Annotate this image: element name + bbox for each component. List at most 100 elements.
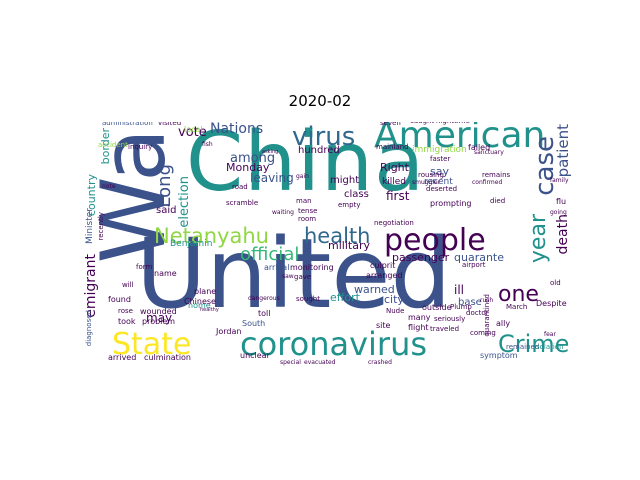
word-plump: Plump [450, 303, 472, 311]
word-nations: Nations [210, 122, 264, 137]
word-seriously: seriously [434, 315, 466, 323]
word-many: many [408, 313, 431, 322]
word-prompting: prompting [430, 199, 472, 208]
word-sanctuary: sanctuary [474, 149, 504, 156]
word-fear: fear [544, 331, 556, 338]
word-faster: faster [430, 155, 451, 163]
word-recent: recent [424, 177, 453, 187]
word-toll: toll [258, 309, 271, 318]
word-recently: recently [97, 212, 105, 241]
word-quarante: quarante [454, 251, 505, 264]
word-crime: Crime [498, 330, 570, 358]
word-monday: Monday [226, 161, 270, 174]
word-might: might [330, 175, 360, 186]
word-coming: coming [470, 329, 496, 337]
word-among: among [230, 151, 276, 166]
word-hundred: hundred [298, 145, 340, 156]
word-problem: problem [142, 317, 176, 326]
word-symptom: symptom [480, 351, 518, 360]
word-smuggler: smuggler [412, 179, 441, 186]
word-remained: remained [506, 343, 540, 351]
word-official: official [240, 244, 300, 265]
word-traveled: traveled [430, 325, 460, 333]
word-isolation: isolation [534, 343, 564, 351]
word-negotiation: negotiation [374, 219, 414, 227]
word-will: will [122, 281, 134, 289]
word-benjamin: Benjamin [170, 239, 213, 249]
word-outside: outside [422, 303, 452, 312]
word-road: road [232, 183, 248, 191]
word-military: military [328, 239, 370, 252]
word-netanyahu: Netanyahu [154, 224, 269, 248]
word-monitoring: monitoring [290, 263, 334, 272]
word-scramble: scramble [226, 199, 259, 207]
word-culprit: culprit [370, 261, 396, 270]
word-confirmed: confirmed [472, 179, 503, 186]
word-passenger: passenger [392, 251, 450, 264]
word-deserted: deserted [426, 185, 458, 193]
word-going: going [550, 209, 567, 216]
word-remains: remains [482, 171, 511, 179]
word-accident: accident [98, 141, 128, 149]
word-right: Right [380, 161, 409, 174]
word-immigration: immigration [412, 145, 467, 155]
word-arrival: arrival [264, 263, 290, 272]
word-arrived: arrived [108, 353, 137, 362]
word-nighttime: nighttime [436, 122, 470, 125]
word-gave: gave [294, 273, 312, 281]
word-despite: Despite [536, 299, 567, 308]
word-base: base [458, 297, 482, 308]
word-home: home [188, 301, 211, 310]
word-mainland: mainland [376, 143, 409, 151]
word-south: South [242, 319, 266, 328]
word-arranged: arranged [366, 271, 403, 280]
word-airport: airport [462, 261, 486, 269]
word-first: first [386, 189, 410, 203]
word-found: found [108, 295, 131, 304]
word-room: room [298, 215, 317, 223]
word-american: American [374, 122, 546, 156]
word-special: special [280, 359, 301, 366]
word-doctor: doctor [466, 309, 489, 317]
word-warned: warned [354, 283, 395, 296]
word-people: people [384, 223, 486, 258]
word-class: class [344, 189, 369, 200]
word-chinese: Chinese [184, 297, 216, 306]
word-visited: visited [158, 122, 182, 127]
word-took: took [118, 317, 136, 326]
word-seven: seven [380, 122, 401, 127]
word-caught: caught [410, 122, 434, 125]
word-one: one [498, 282, 539, 307]
word-year: year [526, 214, 551, 264]
word-ally: ally [496, 319, 511, 328]
word-rush: rush [480, 297, 494, 304]
word-note: note [102, 183, 116, 190]
word-may: may [146, 311, 173, 325]
word-administration: administration [102, 122, 153, 127]
word-dangerous: dangerous [248, 295, 280, 302]
word-inquiry: inquiry [128, 143, 153, 151]
word-died: died [490, 197, 506, 205]
word-site: site [376, 321, 391, 330]
word-death: death [555, 214, 571, 255]
word-coronavirus: coronavirus [240, 325, 428, 363]
word-march: March [506, 303, 528, 311]
word-vote: vote [178, 125, 207, 140]
word-killed: killed [382, 177, 406, 187]
word-ill: ill [454, 283, 465, 297]
word-emigrant: emigrant [84, 254, 99, 318]
word-culmination: culmination [144, 353, 192, 362]
word-evacuated: evacuated [304, 359, 336, 366]
word-said: said [156, 205, 177, 216]
word-empty: empty [338, 201, 361, 209]
word-state: State [112, 327, 192, 362]
word-election: election [177, 176, 192, 228]
word-patient: patient [554, 124, 572, 178]
word-city: city [384, 293, 404, 306]
word-failed: failed [468, 143, 491, 152]
word-diagnosed: diagnosed [85, 310, 93, 347]
word-healthy: healthy [200, 307, 219, 313]
word-name: name [154, 269, 177, 278]
word-old: old [550, 279, 561, 287]
word-flight: flight [408, 323, 429, 332]
